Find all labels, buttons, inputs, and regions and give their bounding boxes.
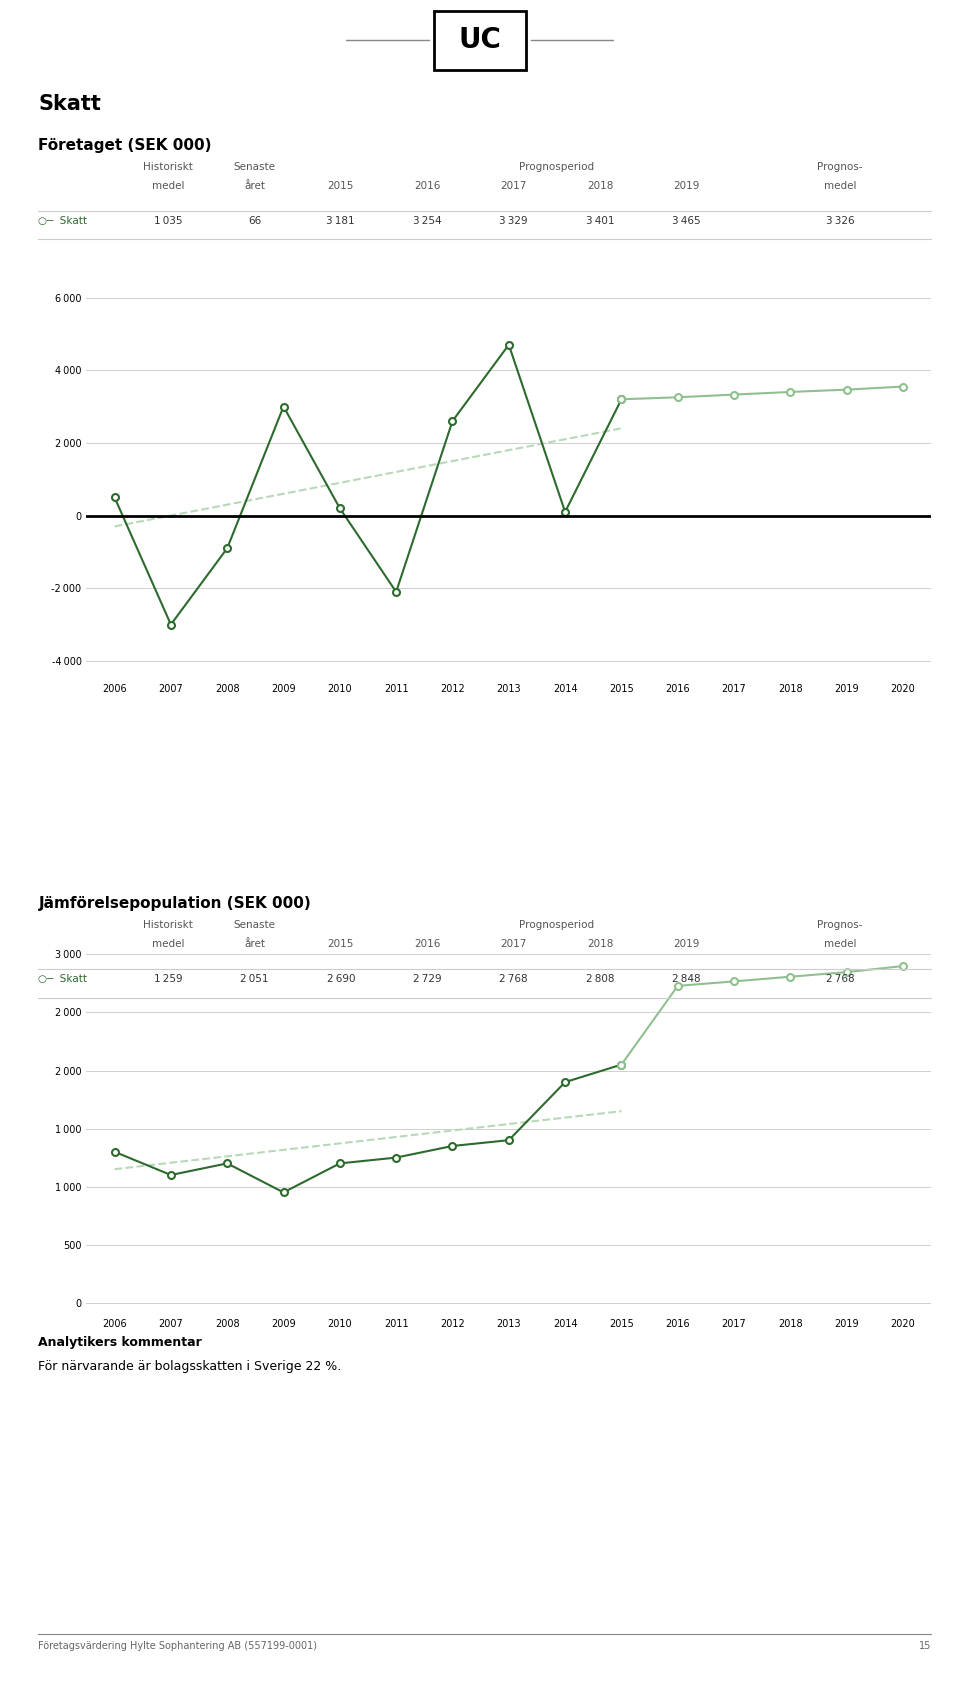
Text: Prognos-: Prognos- xyxy=(817,162,863,172)
Text: Historiskt: Historiskt xyxy=(143,920,193,930)
Text: 15: 15 xyxy=(919,1641,931,1651)
Text: 2015: 2015 xyxy=(327,182,354,192)
Text: För närvarande är bolagsskatten i Sverige 22 %.: För närvarande är bolagsskatten i Sverig… xyxy=(38,1360,342,1373)
Text: 2016: 2016 xyxy=(414,940,441,950)
Text: 2 848: 2 848 xyxy=(672,974,701,984)
Text: 66: 66 xyxy=(248,216,261,226)
Text: Historiskt: Historiskt xyxy=(143,162,193,172)
Text: 3 181: 3 181 xyxy=(326,216,355,226)
Text: 3 401: 3 401 xyxy=(586,216,614,226)
Text: UC: UC xyxy=(459,27,501,54)
Text: ○─  Skatt: ○─ Skatt xyxy=(38,974,87,984)
Text: 2018: 2018 xyxy=(587,182,613,192)
Text: 3 329: 3 329 xyxy=(499,216,528,226)
Text: 1 035: 1 035 xyxy=(154,216,182,226)
Text: ○─  Skatt: ○─ Skatt xyxy=(38,216,87,226)
Text: 2 729: 2 729 xyxy=(413,974,442,984)
Text: 2019: 2019 xyxy=(673,940,700,950)
Text: 2 768: 2 768 xyxy=(826,974,854,984)
Bar xyxy=(434,12,526,69)
Text: Prognosperiod: Prognosperiod xyxy=(519,920,594,930)
Text: året: året xyxy=(244,940,265,950)
Text: Senaste: Senaste xyxy=(233,162,276,172)
Text: Prognosperiod: Prognosperiod xyxy=(519,162,594,172)
Text: 2018: 2018 xyxy=(587,940,613,950)
Text: 3 465: 3 465 xyxy=(672,216,701,226)
Text: 2 808: 2 808 xyxy=(586,974,614,984)
Text: Skatt: Skatt xyxy=(38,94,101,115)
Text: 2016: 2016 xyxy=(414,182,441,192)
Text: medel: medel xyxy=(152,940,184,950)
Text: 1 259: 1 259 xyxy=(154,974,182,984)
Text: Senaste: Senaste xyxy=(233,920,276,930)
Text: Företagsvärdering Hylte Sophantering AB (557199-0001): Företagsvärdering Hylte Sophantering AB … xyxy=(38,1641,318,1651)
Text: Företaget (SEK 000): Företaget (SEK 000) xyxy=(38,138,212,153)
Text: 3 326: 3 326 xyxy=(826,216,854,226)
Text: 2017: 2017 xyxy=(500,940,527,950)
Text: 2017: 2017 xyxy=(500,182,527,192)
Text: Jämförelsepopulation (SEK 000): Jämförelsepopulation (SEK 000) xyxy=(38,896,311,912)
Text: 2 051: 2 051 xyxy=(240,974,269,984)
Text: 2015: 2015 xyxy=(327,940,354,950)
Text: medel: medel xyxy=(152,182,184,192)
Text: året: året xyxy=(244,182,265,192)
Text: 2019: 2019 xyxy=(673,182,700,192)
Text: medel: medel xyxy=(824,940,856,950)
Text: 2 768: 2 768 xyxy=(499,974,528,984)
Text: 3 254: 3 254 xyxy=(413,216,442,226)
Text: 2 690: 2 690 xyxy=(326,974,355,984)
Text: Analytikers kommentar: Analytikers kommentar xyxy=(38,1336,203,1350)
Text: Prognos-: Prognos- xyxy=(817,920,863,930)
Text: medel: medel xyxy=(824,182,856,192)
